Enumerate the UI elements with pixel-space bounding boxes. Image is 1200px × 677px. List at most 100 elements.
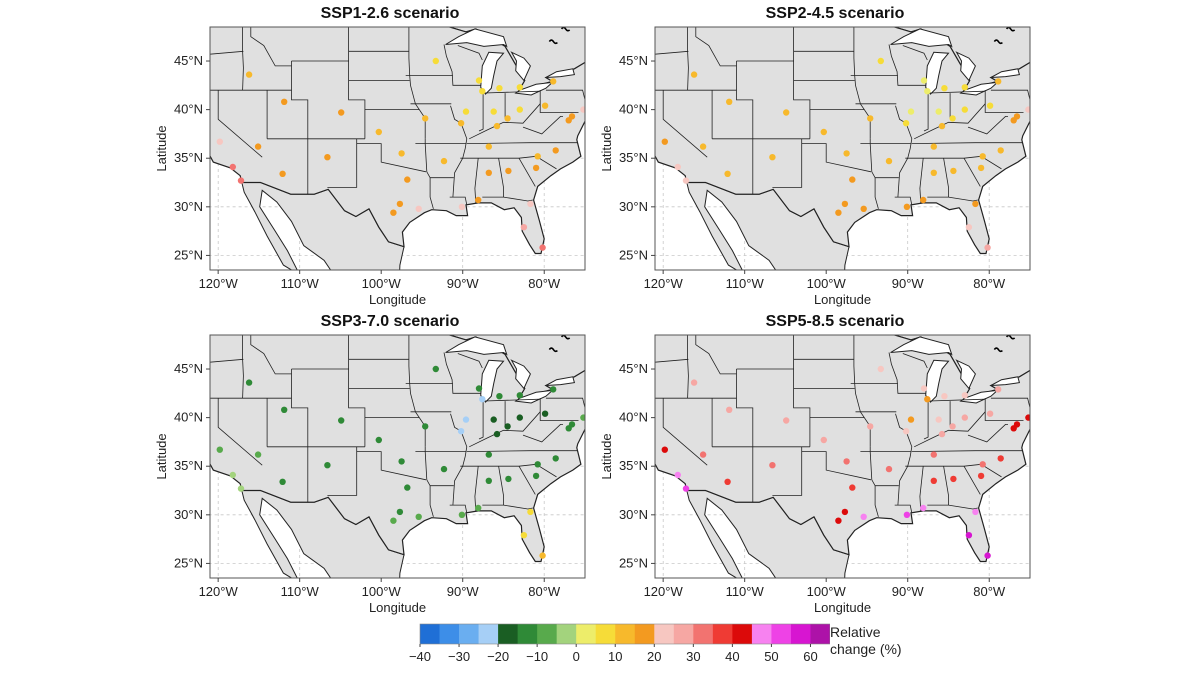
station-point <box>950 475 957 483</box>
great-lake <box>445 336 508 356</box>
x-tick-label: 120°W <box>644 584 684 599</box>
station-point <box>961 84 968 91</box>
station-point <box>338 417 345 424</box>
station-point <box>1037 388 1043 394</box>
state-border <box>1062 366 1064 387</box>
state-border <box>1042 61 1044 90</box>
station-point <box>440 157 448 165</box>
state-border <box>990 397 1030 409</box>
station-point <box>516 414 523 421</box>
y-tick-label: 40°N <box>619 102 648 117</box>
lake-mark <box>411 323 419 326</box>
station-point <box>279 170 286 177</box>
station-point <box>641 341 647 347</box>
station-point <box>935 416 942 423</box>
station-point <box>877 365 884 373</box>
state-border <box>894 196 913 205</box>
colorbar-segment <box>634 624 655 644</box>
state-border <box>925 90 986 94</box>
state-border <box>772 138 803 188</box>
great-lake <box>890 336 953 356</box>
state-border <box>927 158 949 198</box>
station-point <box>390 209 397 216</box>
x-tick-label: 110°W <box>726 584 765 599</box>
station-point <box>580 414 585 421</box>
station-point <box>338 109 345 116</box>
great-lake <box>990 68 1021 78</box>
state-border <box>478 401 484 440</box>
state-border <box>662 398 708 466</box>
state-border <box>736 61 754 195</box>
station-point <box>950 167 957 175</box>
station-point <box>475 77 483 84</box>
station-point <box>539 244 546 251</box>
colorbar-tick-label: 30 <box>686 649 700 664</box>
state-border <box>655 358 689 363</box>
state-border <box>217 398 263 466</box>
station-point <box>390 517 397 524</box>
colorbar-segment <box>732 624 753 644</box>
state-border <box>967 424 1008 443</box>
state-border <box>210 50 244 55</box>
station-point <box>404 176 411 183</box>
colorbar-tick-label: 0 <box>573 649 580 664</box>
state-border <box>460 463 557 478</box>
station-point <box>520 224 528 231</box>
state-border <box>923 401 929 440</box>
state-border <box>963 465 981 495</box>
colorbar-segment <box>654 624 675 644</box>
station-point <box>835 517 842 524</box>
state-border <box>655 50 689 55</box>
station-point <box>961 392 968 399</box>
state-border <box>443 44 481 86</box>
state-border <box>927 466 949 506</box>
station-point <box>661 138 668 145</box>
y-tick-label: 40°N <box>174 410 203 425</box>
colorbar-segment <box>712 624 733 644</box>
state-border <box>801 143 872 173</box>
state-border <box>482 158 504 198</box>
station-point <box>516 84 523 91</box>
state-border <box>348 27 366 139</box>
station-point <box>690 379 698 386</box>
station-point <box>422 115 429 122</box>
map-panel-ssp126: SSP1-2.6 scenario 120°W 110°W 100°W 90°W 80°… <box>150 5 590 310</box>
lake-mark <box>411 15 419 18</box>
state-border <box>217 90 263 158</box>
lake-mark <box>560 27 571 32</box>
state-border <box>469 411 541 448</box>
station-point <box>930 477 937 484</box>
y-tick-label: 40°N <box>619 410 648 425</box>
station-point <box>907 108 915 115</box>
y-axis-title: Latitude <box>599 125 614 171</box>
station-point <box>997 147 1004 154</box>
colorbar-tick-label: 50 <box>764 649 778 664</box>
station-point <box>493 122 501 130</box>
x-tick-label: 110°W <box>281 276 320 291</box>
great-lake <box>925 51 950 95</box>
state-border <box>478 93 484 132</box>
station-point <box>490 108 497 115</box>
panel-title: SSP5-8.5 scenario <box>765 313 905 330</box>
station-point <box>961 106 968 113</box>
station-point <box>699 451 707 458</box>
lake-mark <box>1056 340 1064 343</box>
station-point <box>520 532 528 539</box>
station-point <box>229 163 236 171</box>
state-border <box>895 413 913 506</box>
colorbar-segment <box>576 624 597 644</box>
station-point <box>532 472 540 480</box>
station-point <box>254 451 262 458</box>
y-tick-label: 45°N <box>619 53 648 68</box>
lake-mark <box>488 17 496 20</box>
x-tick-label: 80°W <box>528 584 561 599</box>
lake-mark <box>395 9 403 12</box>
station-point <box>1025 106 1030 113</box>
station-point <box>726 98 733 106</box>
colorbar-segment <box>751 624 772 644</box>
state-border <box>545 397 585 409</box>
station-point <box>415 513 422 520</box>
station-point <box>907 416 915 423</box>
state-border <box>327 138 358 188</box>
station-point <box>493 430 501 438</box>
